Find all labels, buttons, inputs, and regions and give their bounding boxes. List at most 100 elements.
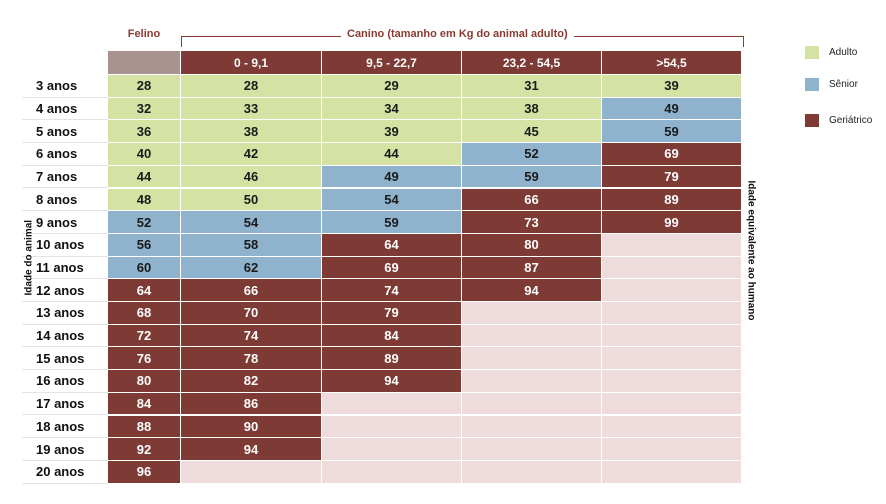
table-cell: 59 xyxy=(322,211,462,234)
canine-header-1: 0 - 9,1 xyxy=(181,51,322,75)
table-cell: 45 xyxy=(462,120,602,144)
table-cell xyxy=(462,324,602,348)
table-cell xyxy=(602,324,742,348)
table-cell xyxy=(462,302,602,325)
table-cell: 69 xyxy=(322,256,462,280)
table-cell: 94 xyxy=(322,370,462,393)
feline-header-cell xyxy=(108,51,181,75)
age-label: 14 anos xyxy=(22,325,108,348)
table-cell: 94 xyxy=(181,438,322,461)
table-cell: 72 xyxy=(108,324,181,348)
table-cell: 48 xyxy=(108,188,181,212)
feline-group-label: Felino xyxy=(127,28,161,40)
table-cell: 28 xyxy=(181,75,322,98)
age-label: 10 anos xyxy=(22,234,108,257)
table-cell: 32 xyxy=(108,97,181,121)
table-cell: 74 xyxy=(181,324,322,348)
right-axis-label: Idade equivalente ao humano xyxy=(745,180,757,321)
age-label: 13 anos xyxy=(22,302,108,325)
y-axis-label: Idade do animal xyxy=(23,219,35,296)
table-cell: 79 xyxy=(602,165,742,189)
age-label: 7 anos xyxy=(22,166,108,189)
legend-swatch-adult xyxy=(805,46,819,59)
table-cell: 84 xyxy=(108,392,181,416)
table-cell: 86 xyxy=(181,392,322,416)
table-cell: 96 xyxy=(108,460,181,484)
table-cell: 40 xyxy=(108,143,181,166)
canine-group-label: Canino (tamanho em Kg do animal adulto) xyxy=(341,28,574,40)
legend-item-geriatric: Geriátrico xyxy=(805,114,885,127)
table-cell: 80 xyxy=(462,233,602,257)
table-cell: 94 xyxy=(462,279,602,302)
legend-label-senior: Sênior xyxy=(829,79,858,90)
table-cell xyxy=(602,415,742,439)
age-label: 4 anos xyxy=(22,98,108,121)
table-cell xyxy=(602,233,742,257)
age-label: 20 anos xyxy=(22,461,108,484)
table-cell: 54 xyxy=(181,211,322,234)
table-cell: 46 xyxy=(181,165,322,189)
legend-label-geriatric: Geriátrico xyxy=(829,115,873,126)
legend-item-senior: Sênior xyxy=(805,78,885,91)
table-cell: 39 xyxy=(322,120,462,144)
table-cell: 92 xyxy=(108,438,181,461)
table-cell: 56 xyxy=(108,233,181,257)
table-cell: 33 xyxy=(181,97,322,121)
table-cell: 87 xyxy=(462,256,602,280)
table-cell: 38 xyxy=(181,120,322,144)
table-cell: 29 xyxy=(322,75,462,98)
table-cell xyxy=(462,438,602,461)
table-cell xyxy=(462,460,602,484)
table-cell: 49 xyxy=(322,165,462,189)
age-label: 5 anos xyxy=(22,120,108,144)
table-cell: 64 xyxy=(108,279,181,302)
table-cell xyxy=(602,279,742,302)
table-cell: 90 xyxy=(181,415,322,439)
table-cell: 76 xyxy=(108,347,181,371)
table-cell: 84 xyxy=(322,324,462,348)
table-cell: 99 xyxy=(602,211,742,234)
table-cell: 52 xyxy=(108,211,181,234)
age-label: 9 anos xyxy=(22,211,108,234)
canine-header-3: 23,2 - 54,5 xyxy=(462,51,602,75)
table-cell: 31 xyxy=(462,75,602,98)
table-cell xyxy=(462,370,602,393)
age-label: 6 anos xyxy=(22,143,108,166)
table-cell xyxy=(322,392,462,416)
age-label: 8 anos xyxy=(22,189,108,212)
table-cell: 54 xyxy=(322,188,462,212)
table-cell: 42 xyxy=(181,143,322,166)
legend-swatch-geriatric xyxy=(805,114,819,127)
table-cell: 49 xyxy=(602,97,742,121)
table-cell: 69 xyxy=(602,143,742,166)
table-cell: 73 xyxy=(462,211,602,234)
legend-item-adult: Adulto xyxy=(805,46,885,59)
table-cell: 70 xyxy=(181,302,322,325)
table-cell: 39 xyxy=(602,75,742,98)
table-cell: 60 xyxy=(108,256,181,280)
table-cell: 66 xyxy=(181,279,322,302)
table-cell: 66 xyxy=(462,188,602,212)
table-cell: 79 xyxy=(322,302,462,325)
table-cell: 50 xyxy=(181,188,322,212)
table-cell: 58 xyxy=(181,233,322,257)
table-cell xyxy=(462,415,602,439)
table-cell: 44 xyxy=(322,143,462,166)
table-cell: 88 xyxy=(108,415,181,439)
table-cell xyxy=(322,460,462,484)
table-cell: 34 xyxy=(322,97,462,121)
age-label: 16 anos xyxy=(22,370,108,393)
age-label: 12 anos xyxy=(22,279,108,302)
table-cell xyxy=(602,347,742,371)
table-cell: 78 xyxy=(181,347,322,371)
table-cell: 28 xyxy=(108,75,181,98)
table-cell: 59 xyxy=(602,120,742,144)
table-cell: 59 xyxy=(462,165,602,189)
age-label: 18 anos xyxy=(22,416,108,439)
table-cell: 82 xyxy=(181,370,322,393)
table-cell: 80 xyxy=(108,370,181,393)
age-label: 17 anos xyxy=(22,393,108,416)
table-cell xyxy=(602,392,742,416)
table-cell: 68 xyxy=(108,302,181,325)
table-cell: 44 xyxy=(108,165,181,189)
